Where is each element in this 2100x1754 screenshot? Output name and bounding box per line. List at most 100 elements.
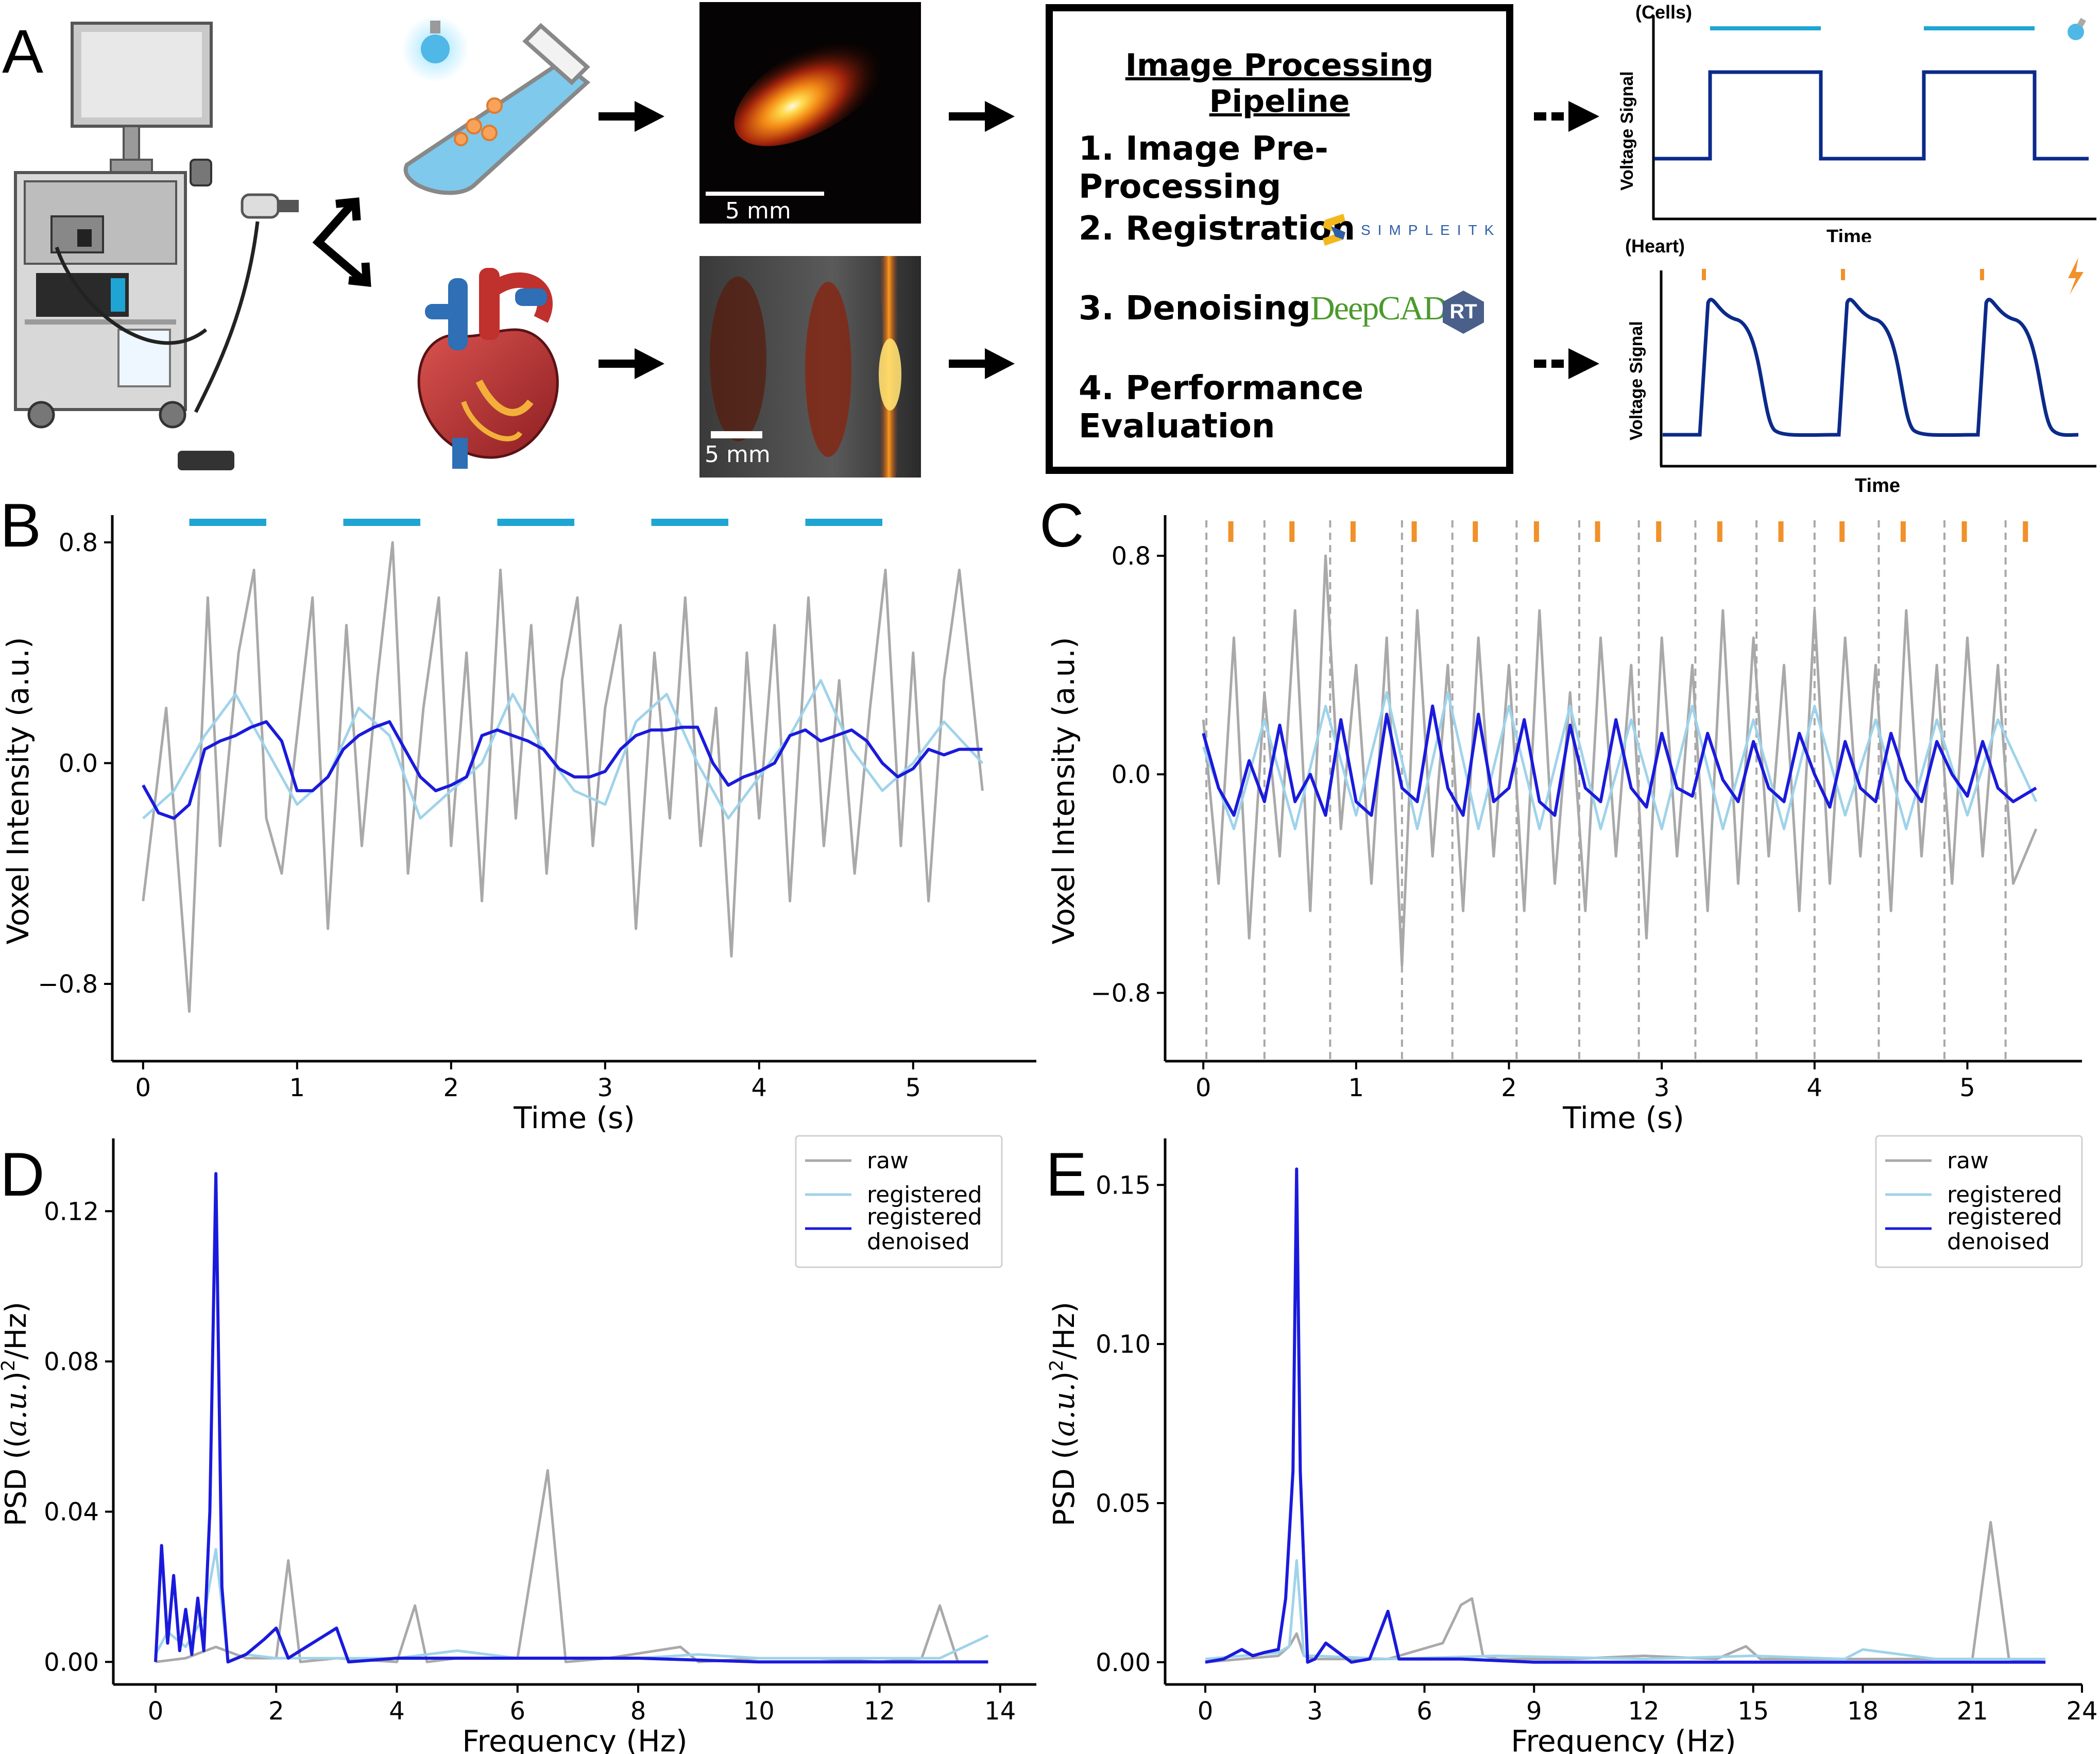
series-line-registered-denoised xyxy=(142,720,983,820)
x-tick-label: 1 xyxy=(289,1074,305,1102)
y-axis-label-part: PSD (( xyxy=(1048,1437,1081,1526)
y-tick-label: 0.00 xyxy=(1096,1648,1151,1677)
chart-d: 0 2 4 6 8 10 12 14 0.00 0.04 0.08 0.12 Frequency (Hz… xyxy=(0,1135,1036,1754)
x-tick-label: 3 xyxy=(597,1074,613,1102)
x-axis-label: Frequency (Hz) xyxy=(462,1724,687,1754)
x-tick-label: 14 xyxy=(984,1697,1016,1726)
pace-mark xyxy=(1350,521,1356,542)
x-axis-label: Frequency (Hz) xyxy=(1511,1724,1736,1754)
y-tick-label: 0.10 xyxy=(1096,1330,1151,1359)
cell-tube-icon xyxy=(403,23,591,195)
legend-label-line: registered xyxy=(867,1204,982,1230)
legend-label: registered denoised xyxy=(867,1204,982,1255)
rt-badge-text: RT xyxy=(1449,300,1477,323)
dashed-arrow-icon xyxy=(1534,101,1599,379)
cell-fluorescence-image: 5 mm xyxy=(699,2,921,224)
x-tick-label: 5 xyxy=(906,1074,921,1102)
cells-schematic-ylabel: Voltage Signal xyxy=(1617,71,1637,191)
x-tick-label: 5 xyxy=(1959,1074,1975,1102)
y-axis-label: PSD ((a.u.)2/Hz) xyxy=(1046,1302,1081,1526)
pipeline-title: Image Processing Pipeline xyxy=(1125,47,1434,120)
legend-label: registered xyxy=(867,1182,982,1208)
pace-mark xyxy=(1228,521,1234,542)
y-axis-label-part: ) xyxy=(0,1371,33,1383)
y-axis-label-part: ) xyxy=(1048,1371,1081,1383)
heart-icon xyxy=(417,268,559,469)
x-tick-label: 21 xyxy=(1957,1697,1988,1726)
x-tick-label: 2 xyxy=(268,1697,284,1726)
y-axis-label-part: 2 xyxy=(0,1359,19,1371)
y-tick-label: 0.8 xyxy=(59,529,98,557)
chart-e: 0 3 6 9 12 15 18 21 24 0.00 0.05 0.10 0.15 Frequency … xyxy=(1046,1135,2098,1754)
imaging-cart-icon xyxy=(14,22,299,470)
heart-pace-mark xyxy=(1980,269,1984,280)
deepcad-logo: DeepCAD RT xyxy=(1310,282,1496,334)
cells-voltage-schematic: (Cells) Voltage Signal Time xyxy=(1617,2,2096,242)
x-tick-label: 2 xyxy=(443,1074,459,1102)
x-tick-label: 18 xyxy=(1847,1697,1879,1726)
chart-c: 0 1 2 3 4 5 −0.8 0.0 0.8 Time (s) Voxel Intensity … xyxy=(1046,515,2082,1135)
panel-label-c: C xyxy=(1039,491,1084,560)
cells-schematic-title: (Cells) xyxy=(1635,2,1692,23)
y-axis-label: PSD ((a.u.)2/Hz) xyxy=(0,1302,33,1526)
y-tick-label: 0.00 xyxy=(44,1648,99,1677)
chart-b: 0 1 2 3 4 5 −0.8 0.0 0.8 Time (s) Voxel Intensity … xyxy=(1,515,1036,1135)
y-axis-label-part: 2 xyxy=(1046,1359,1067,1371)
pipeline-box: Image Processing Pipeline 1. Image Pre-P… xyxy=(1046,4,1513,474)
x-tick-label: 0 xyxy=(148,1697,164,1726)
arrow-to-image-icon xyxy=(599,101,664,379)
cells-schematic-xlabel: Time xyxy=(1826,226,1872,242)
pace-mark xyxy=(1656,521,1662,542)
legend-label-line: denoised xyxy=(1947,1229,2050,1255)
y-tick-label: −0.8 xyxy=(1090,979,1151,1008)
x-tick-label: 6 xyxy=(509,1697,525,1726)
legend-label: registered xyxy=(1947,1182,2062,1208)
legend-box xyxy=(795,1135,1003,1268)
series-line-registered-denoised xyxy=(154,1172,988,1664)
y-axis-label: Voxel Intensity (a.u.) xyxy=(1,637,36,945)
y-axis-label-part: /Hz) xyxy=(1048,1302,1081,1359)
simpleitk-logo-text: SIMPLEITK xyxy=(1361,222,1501,238)
heart-action-potential xyxy=(1663,298,2079,437)
heart-schematic-title: (Heart) xyxy=(1625,237,1685,257)
panel-a-illustration xyxy=(14,15,1599,470)
pace-mark xyxy=(1839,521,1845,542)
y-tick-label: 0.04 xyxy=(44,1498,99,1527)
panel-label-a: A xyxy=(2,17,44,86)
arrow-to-pipeline-icon xyxy=(949,101,1015,379)
x-tick-label: 4 xyxy=(752,1074,767,1102)
y-tick-label: 0.8 xyxy=(1112,542,1151,571)
x-tick-label: 8 xyxy=(630,1697,646,1726)
x-tick-label: 10 xyxy=(743,1697,775,1726)
series-line-raw xyxy=(1202,554,2038,967)
simpleitk-logo-icon xyxy=(1323,214,1345,246)
x-tick-label: 0 xyxy=(1196,1074,1211,1102)
scalebar-label-top: 5 mm xyxy=(725,198,791,224)
x-tick-label: 4 xyxy=(389,1697,405,1726)
panel-label-d: D xyxy=(0,1140,45,1209)
x-axis-label: Time (s) xyxy=(1562,1100,1684,1135)
y-tick-label: 0.12 xyxy=(44,1197,99,1226)
x-tick-label: 0 xyxy=(1198,1697,1214,1726)
x-tick-label: 2 xyxy=(1501,1074,1517,1102)
series-line-registered-denoised xyxy=(1202,704,2037,817)
series-line-raw xyxy=(155,1469,988,1663)
legend-label: raw xyxy=(867,1148,909,1174)
series-line-registered xyxy=(1202,691,2038,830)
pace-mark xyxy=(1900,521,1906,542)
pace-mark xyxy=(1778,521,1784,542)
heart-pace-mark xyxy=(1841,269,1845,280)
x-tick-label: 12 xyxy=(864,1697,895,1726)
pipeline-step-3: 3. Denoising xyxy=(1079,290,1311,328)
pipeline-step-2: 2. Registration xyxy=(1079,210,1356,248)
panel-label-e: E xyxy=(1046,1140,1087,1209)
x-tick-label: 6 xyxy=(1416,1697,1432,1726)
cells-square-wave xyxy=(1654,70,2089,161)
y-tick-label: 0.05 xyxy=(1096,1489,1151,1518)
y-axis-label-part: PSD (( xyxy=(0,1437,33,1526)
x-tick-label: 15 xyxy=(1737,1697,1769,1726)
y-axis-label: Voxel Intensity (a.u.) xyxy=(1046,637,1081,945)
light-bulb-icon xyxy=(402,15,469,82)
x-tick-label: 9 xyxy=(1526,1697,1542,1726)
series-line-raw xyxy=(1205,1521,2046,1664)
